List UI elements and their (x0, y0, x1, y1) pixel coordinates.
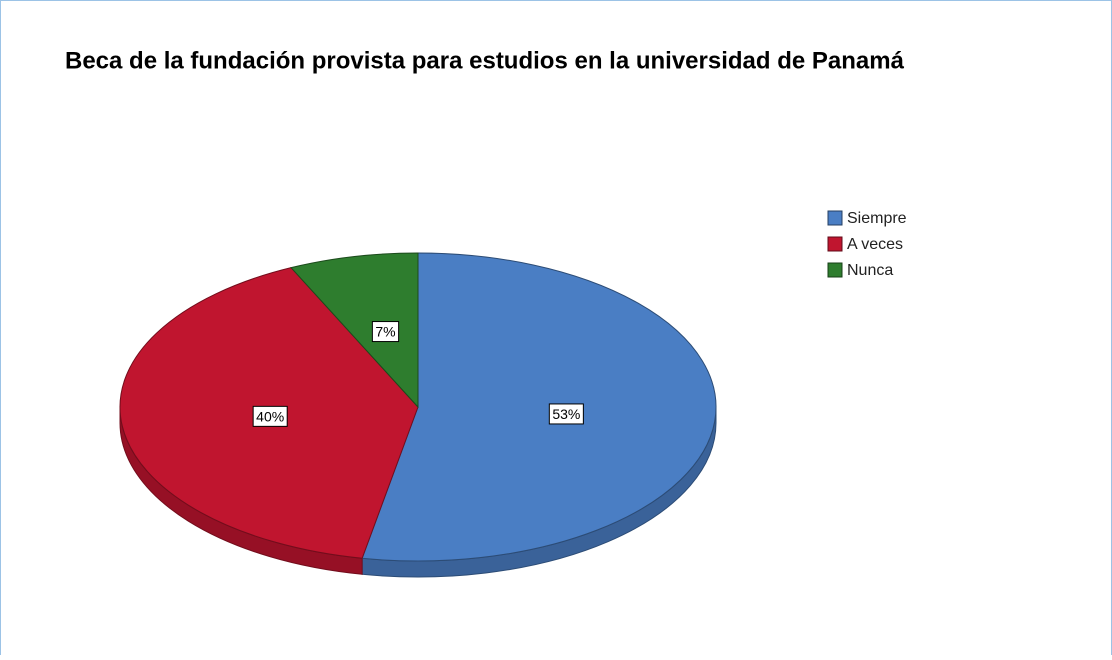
legend-swatch (827, 236, 843, 252)
data-label-group: 53% (548, 403, 584, 425)
legend-swatch (827, 262, 843, 278)
data-label-box (252, 405, 288, 427)
data-label: 40% (256, 408, 284, 424)
data-label-box (548, 403, 584, 425)
chart-title: Beca de la fundación provista para estud… (65, 47, 905, 74)
data-label-group: 40% (252, 405, 288, 427)
legend-label: Siempre (847, 210, 907, 227)
data-label-box (371, 321, 400, 343)
legend-label: A veces (847, 236, 903, 253)
slice (361, 252, 717, 562)
data-label: 7% (375, 324, 395, 340)
slice (290, 252, 419, 409)
legend-swatch (827, 210, 843, 226)
data-label: 53% (552, 406, 580, 422)
legend-label: Nunca (847, 262, 893, 279)
data-label-group: 7% (371, 321, 400, 343)
